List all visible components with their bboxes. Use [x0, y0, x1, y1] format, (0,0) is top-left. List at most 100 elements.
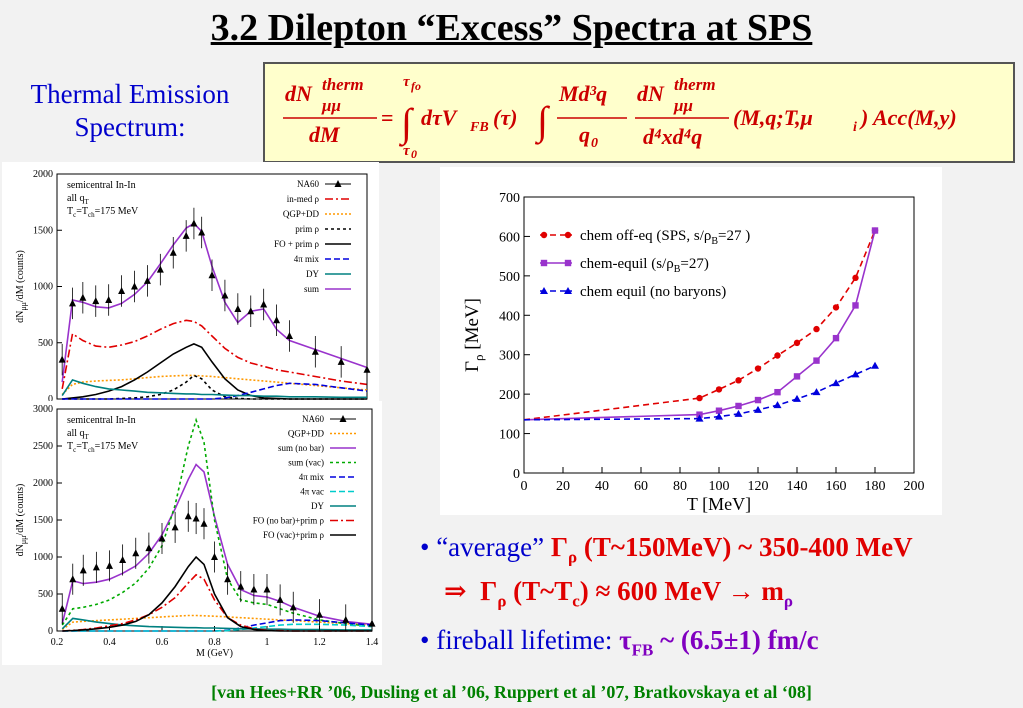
x-axis-label: T [MeV] [687, 494, 751, 514]
legend-label: NA60 [302, 414, 324, 424]
curve-in-med- [61, 319, 368, 390]
frac3-sup: therm [674, 75, 716, 94]
legend-label: sum [304, 284, 319, 294]
na60-data-point [276, 595, 284, 603]
annotation-qt: all qT [67, 428, 90, 441]
na60-data-point [184, 512, 192, 520]
x-tick-label: 40 [595, 479, 609, 494]
y-tick-label: 300 [499, 349, 520, 364]
frac3-numerator: dN [637, 81, 665, 106]
bullet-2: ⇒ Γρ (T~Tc) ≈ 600 MeV → mρ [420, 574, 1020, 618]
data-point-circle [715, 386, 723, 393]
dilepton-plot-top: 0 500 1000 1500 2000 dNμμ/dM (counts) semicent… [15, 169, 371, 405]
data-point-square [735, 402, 742, 410]
dilepton-plot-bottom: 0 500 1000 1500 2000 2500 3000 0.2 0.4 0.6 0.8 1 1.2… [15, 404, 379, 659]
data-point-triangle [734, 409, 743, 417]
data-point-circle [696, 394, 703, 402]
na60-data-point [143, 276, 151, 284]
y-axis-label: dNμμ/dM (counts) [15, 484, 28, 557]
y-axis-label-tail: /dM (counts) [15, 484, 26, 536]
lower-limit-sub: 0 [411, 147, 417, 161]
y-axis-label-sub: μμ [19, 302, 28, 311]
args: (M,q;T,μ [733, 105, 813, 130]
data-point-circle [852, 274, 859, 282]
na60-data-point [198, 228, 206, 236]
data-point-square [715, 407, 723, 414]
curve-4-mix [62, 382, 368, 400]
annotation-qt-sub: T [85, 198, 90, 206]
na60-data-point [200, 519, 208, 527]
data-point-circle [735, 377, 742, 384]
legend-label: FO (no bar)+prim ρ [253, 516, 325, 526]
x-tick-label: 20 [556, 479, 570, 494]
na60-data-point [58, 355, 66, 363]
data-point-triangle [564, 287, 572, 294]
curve-sum-vac- [61, 417, 373, 628]
legend-label: FO + prim ρ [274, 239, 319, 249]
y-axis-label: dNμμ/dM (counts) [15, 250, 28, 323]
x-tick-label: 160 [826, 479, 847, 494]
annotation-qt-sub: T [85, 433, 90, 441]
page-title: 3.2 Dilepton “Excess” Spectra at SPS [210, 7, 813, 49]
na60-data-point [105, 296, 113, 303]
annotation-system: semicentral In-In [67, 415, 136, 426]
data-point-square [754, 396, 762, 404]
na60-data-point [286, 332, 293, 339]
legend-label-post: =27 ) [718, 228, 750, 244]
bullet-1-gamma: Γ [550, 532, 569, 562]
formula: dN therm μμ dM = τ fo ∫ τ 0 dτV FB (τ) ∫… [283, 74, 957, 161]
x-tick-label: 1.2 [313, 637, 326, 648]
x-tick-label: 180 [865, 479, 886, 494]
na60-data-point [311, 347, 319, 355]
y-tick-label: 500 [38, 589, 53, 600]
y-tick-label: 1000 [33, 282, 53, 293]
lhs-numerator: dN [285, 81, 313, 106]
na60-data-point [119, 555, 127, 563]
x-tick-label: 1.4 [366, 637, 379, 648]
na60-data-point [260, 300, 268, 308]
data-point-square [774, 388, 781, 396]
data-point-circle [564, 231, 572, 239]
y-tick-label: 0 [48, 394, 53, 404]
data-point-square [813, 357, 820, 364]
na60-data-point [169, 248, 177, 256]
y-tick-label: 700 [499, 191, 520, 206]
na60-data-point [118, 287, 126, 294]
lhs-sub: μμ [321, 96, 341, 115]
lower-limit: τ [403, 143, 411, 159]
integrand-1: dτV [421, 105, 459, 130]
bullet-3-rest: ~ (6.5±1) fm/c [653, 624, 819, 655]
bullet-3-tau-sub: FB [631, 640, 654, 660]
legend-label: FO (vac)+prim ρ [263, 530, 325, 540]
upper-limit-sub: fo [411, 79, 421, 93]
legend-label: QGP+DD [283, 209, 320, 219]
data-point-square [871, 227, 879, 234]
bullet-2-mid-sub: c [572, 591, 580, 611]
na60-data-point [221, 291, 229, 299]
na60-data-point [106, 561, 113, 569]
plot-panel-bottom: 0 500 1000 1500 2000 2500 3000 0.2 0.4 0.6 0.8 1 1.2… [2, 401, 382, 665]
na60-data-point [337, 357, 345, 365]
na60-data-point [250, 585, 258, 593]
data-point-triangle [812, 388, 821, 396]
na60-data-point [171, 523, 179, 531]
annotation-temp-part: =175 MeV [95, 441, 139, 452]
na60-data-point [234, 305, 242, 312]
data-point-circle [774, 352, 781, 359]
y-tick-label: 1500 [33, 515, 53, 526]
legend-marker [334, 180, 342, 187]
data-point-circle [813, 325, 820, 333]
legend-marker [339, 415, 347, 422]
annotation-temp-part: T [67, 206, 73, 217]
annotation-system: semicentral In-In [67, 180, 136, 191]
legend-label: 4π vac [300, 487, 324, 497]
frac3-sub: μμ [673, 96, 693, 115]
thermal-emission-label: Thermal Emission Spectrum: [10, 78, 250, 144]
curve-dy [61, 378, 367, 399]
data-point-triangle [715, 412, 723, 420]
frac3-denominator: d⁴xd⁴q [643, 124, 702, 149]
x-tick-label: 0.8 [208, 637, 221, 648]
data-point-square [832, 334, 840, 342]
na60-data-point [58, 604, 66, 612]
y-tick-label: 500 [38, 338, 53, 349]
